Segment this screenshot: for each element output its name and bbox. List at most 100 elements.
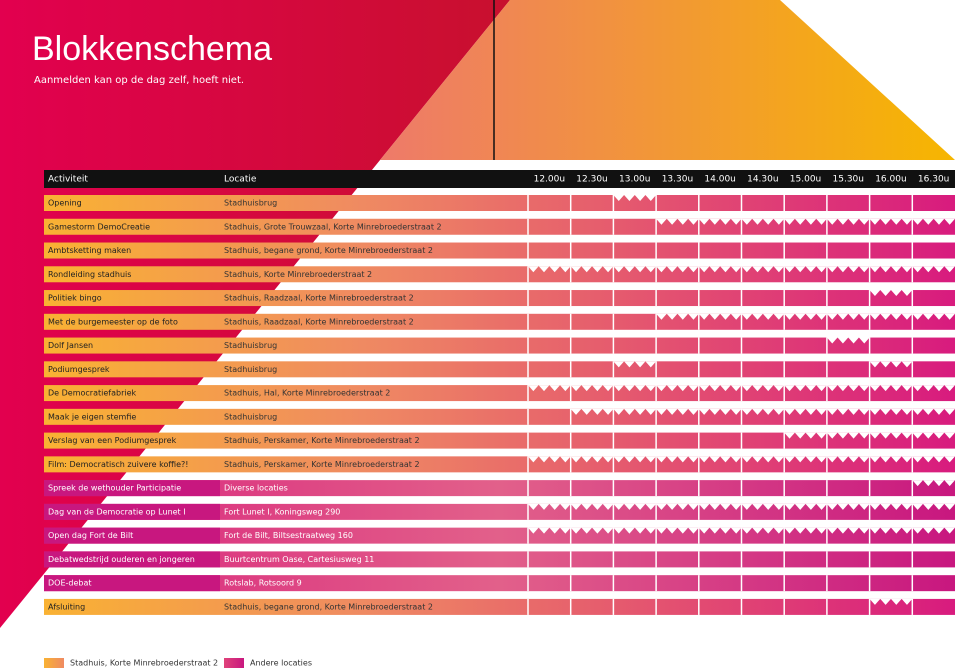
zigzag: [912, 456, 955, 463]
row-bar: [44, 480, 955, 497]
location: Stadhuis, begane grond, Korte Minrebroed…: [224, 246, 433, 255]
zigzag: [741, 385, 785, 392]
location: Stadhuis, begane grond, Korte Minrebroed…: [224, 602, 433, 611]
zigzag: [698, 218, 742, 225]
zigzag: [741, 456, 785, 463]
column-header: 12.00u: [534, 175, 565, 185]
zigzag: [698, 408, 742, 415]
row-bar: [44, 361, 955, 378]
zigzag: [784, 503, 827, 510]
column-header: 14.00u: [704, 175, 735, 185]
activity: Spreek de wethouder Participatie: [48, 484, 181, 493]
zigzag: [784, 456, 827, 463]
label-cell: [44, 480, 220, 497]
zigzag: [826, 408, 870, 415]
activity: Dolf Jansen: [48, 341, 93, 350]
zigzag: [869, 503, 913, 510]
row-bar: [44, 598, 955, 615]
zigzag: [698, 503, 742, 510]
zigzag: [570, 527, 614, 534]
zigzag: [912, 503, 955, 510]
legend-label: Stadhuis, Korte Minrebroederstraat 2: [70, 659, 218, 668]
zigzag: [570, 408, 614, 415]
column-header: 13.30u: [662, 175, 693, 185]
activity: Verslag van een Podiumgesprek: [48, 436, 177, 445]
zigzag: [656, 408, 699, 415]
zigzag: [613, 266, 657, 273]
activity: Afsluiting: [48, 602, 85, 611]
zigzag: [784, 408, 827, 415]
row-bar: [44, 195, 955, 211]
zigzag: [656, 385, 699, 392]
row-bar: [44, 408, 955, 425]
label-cell: [44, 503, 220, 520]
zigzag: [784, 266, 827, 273]
zigzag: [784, 385, 827, 392]
zigzag: [528, 385, 571, 392]
location: Stadhuis, Raadzaal, Korte Minrebroederst…: [224, 317, 414, 326]
zigzag: [656, 313, 699, 320]
legend-swatch: [44, 658, 64, 668]
zigzag: [528, 266, 571, 273]
zigzag: [826, 385, 870, 392]
location: Buurtcentrum Oase, Cartesiusweg 11: [224, 555, 374, 564]
column-header: Locatie: [224, 175, 257, 185]
zigzag: [784, 432, 827, 439]
activity: Met de burgemeester op de foto: [48, 317, 178, 326]
location: Stadhuis, Raadzaal, Korte Minrebroederst…: [224, 294, 414, 303]
zigzag: [741, 313, 785, 320]
activity: Opening: [48, 199, 82, 208]
label-cell: [44, 575, 220, 592]
activity: De Democratiefabriek: [48, 389, 136, 398]
column-header: 15.30u: [833, 175, 864, 185]
activity: Gamestorm DemoCreatie: [48, 222, 150, 231]
location: Stadhuisbrug: [224, 199, 277, 208]
label-cell: [44, 527, 220, 544]
zigzag: [741, 266, 785, 273]
zigzag: [656, 266, 699, 273]
zigzag: [826, 503, 870, 510]
row-bar: [44, 266, 955, 283]
zigzag: [613, 385, 657, 392]
activity: Rondleiding stadhuis: [48, 270, 131, 279]
activity: Ambtsketting maken: [48, 246, 131, 255]
title: Blokkenschema: [32, 30, 272, 68]
location: Diverse locaties: [224, 484, 288, 493]
zigzag: [869, 527, 913, 534]
location: Stadhuis, Hal, Korte Minrebroederstraat …: [224, 389, 390, 398]
subtitle: Aanmelden kan op de dag zelf, hoeft niet…: [34, 75, 244, 86]
row-bar: [44, 432, 955, 449]
legend-swatch: [224, 658, 244, 668]
zigzag: [912, 408, 955, 415]
row-bar: [44, 313, 955, 330]
zigzag: [656, 503, 699, 510]
zigzag: [613, 456, 657, 463]
zigzag: [869, 361, 913, 368]
location: Stadhuis, Grote Trouwzaal, Korte Minrebr…: [224, 222, 442, 231]
zigzag: [698, 527, 742, 534]
column-header: 13.00u: [619, 175, 650, 185]
column-header: Activiteit: [48, 175, 88, 185]
zigzag: [784, 218, 827, 225]
zigzag: [912, 313, 955, 320]
zigzag: [869, 266, 913, 273]
zigzag: [826, 456, 870, 463]
column-header: 16.00u: [875, 175, 906, 185]
zigzag: [698, 385, 742, 392]
zigzag: [912, 527, 955, 534]
location: Fort de Bilt, Biltsestraatweg 160: [224, 531, 353, 540]
zigzag: [912, 480, 955, 487]
zigzag: [656, 218, 699, 225]
column-header: 12.30u: [576, 175, 607, 185]
zigzag: [826, 266, 870, 273]
activity: DOE-debat: [48, 579, 92, 588]
column-header: 14.30u: [747, 175, 778, 185]
zigzag: [613, 503, 657, 510]
zigzag: [613, 408, 657, 415]
zigzag: [826, 337, 870, 344]
zigzag: [869, 408, 913, 415]
activity: Open dag Fort de Bilt: [48, 531, 133, 540]
location: Stadhuis, Perskamer, Korte Minrebroeders…: [224, 460, 420, 469]
